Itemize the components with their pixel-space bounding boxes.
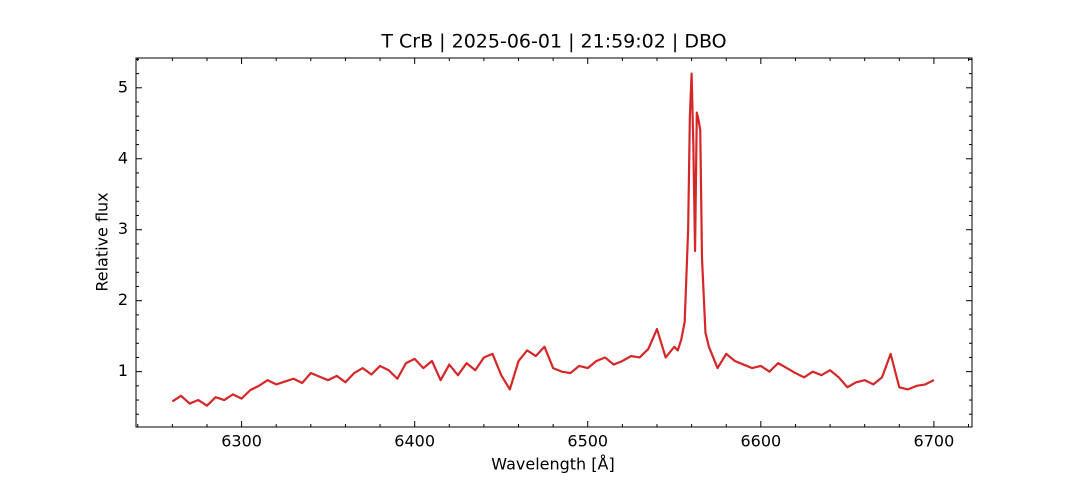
spectrum-line — [171, 72, 935, 407]
x-tick-label: 6600 — [740, 432, 781, 451]
x-axis-label: Wavelength [Å] — [491, 455, 614, 474]
x-tick-label: 6400 — [394, 432, 435, 451]
y-tick-label: 4 — [118, 148, 128, 167]
y-tick-label: 5 — [118, 77, 128, 96]
chart-title: T CrB | 2025-06-01 | 21:59:02 | DBO — [380, 31, 726, 53]
x-tick-label: 6500 — [567, 432, 608, 451]
plot-frame — [135, 57, 973, 428]
y-tick-label: 2 — [118, 290, 128, 309]
y-axis-label: Relative flux — [93, 192, 112, 291]
y-tick-label: 3 — [118, 219, 128, 238]
x-tick-label: 6300 — [221, 432, 262, 451]
y-tick-label: 1 — [118, 361, 128, 380]
x-tick-label: 6700 — [914, 432, 955, 451]
